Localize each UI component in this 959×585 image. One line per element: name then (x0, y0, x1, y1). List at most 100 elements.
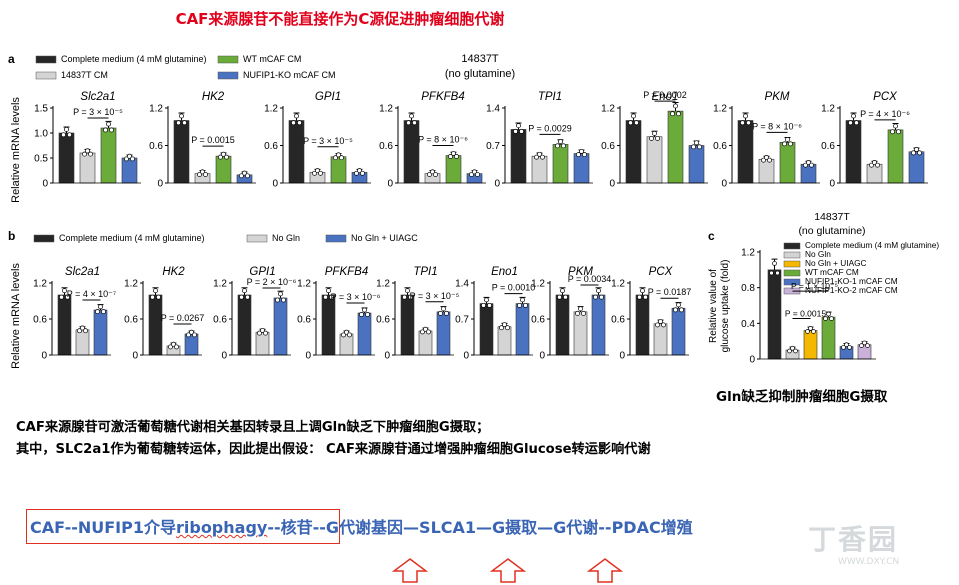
panel-a-pkm-data-point (788, 141, 793, 147)
panel-a-tpi1-data-point (558, 139, 563, 145)
panel-a-label: a (8, 52, 15, 66)
panel-a-pkm-ytick-label: 0 (721, 179, 727, 190)
panel-b-tpi1-data-point (444, 310, 449, 316)
panel-a-pfkfb4-data-point (433, 172, 438, 177)
panel-c-ytick-label: 0.8 (741, 283, 755, 294)
panel-b-tpi1-pvalue: P = 3 × 10⁻⁵ (410, 291, 460, 301)
panel-a-slc2a1-data-point (109, 127, 114, 133)
slide-title: CAF来源腺苷不能直接作为C源促进肿瘤细胞代谢 (175, 10, 505, 28)
panel-c-bar (821, 316, 836, 360)
panel-a-hk2-bar (173, 120, 190, 184)
panel-a-gpi1-bar (288, 120, 305, 184)
panel-c-data-point (865, 343, 870, 348)
panel-b-pkm-data-point (593, 294, 598, 300)
panel-b-pfkfb4-data-point (326, 288, 331, 294)
caption-block: CAF来源腺苷可激活葡萄糖代谢相关基因转录且上调Gln缺乏下肿瘤细胞G摄取； 其… (16, 417, 946, 461)
panel-a-pkm-ytick-label: 0.6 (713, 141, 727, 152)
panel-a-hk2-data-point (197, 172, 202, 177)
panel-a-eno1-data-point (628, 120, 633, 126)
panel-b-pcx-data-point (655, 322, 660, 328)
panel-a-eno1-data-point (676, 111, 681, 117)
panel-a-pkm-pvalue: P = 8 × 10⁻⁶ (752, 121, 802, 131)
panel-a-condition-title: 14837T (461, 53, 499, 65)
panel-b-slc2a1-ytick-label: 0 (41, 351, 47, 362)
flow-boxed-start: CAF--NUFIP1介导 (30, 518, 176, 537)
panel-b-hk2-data-point (186, 332, 191, 338)
panel-b-eno1-ytick-label: 0 (463, 351, 469, 362)
panel-a-tpi1-pvalue: P = 0.0029 (528, 123, 572, 133)
panel-a-slc2a1-data-point (88, 151, 93, 157)
panel-a-pcx-data-point (851, 113, 856, 119)
panel-a-hk2-data-point (176, 120, 181, 126)
panel-b-hk2-data-point (171, 341, 176, 347)
panel-b-legend-label: No Gln + UIAGC (351, 233, 418, 243)
flow-rest: --G代谢基因—SLCA1—G摄取—G代谢--PDAC增殖 (312, 518, 693, 537)
panel-a-pfkfb4-data-point (469, 172, 474, 177)
panel-a-eno1-ytick-label: 0 (609, 179, 615, 190)
panel-a-gpi1-bar (330, 156, 347, 184)
panel-c-data-point (859, 343, 864, 348)
panel-a-hk2-data-point (242, 170, 247, 176)
panel-b-legend-label: No Gln (272, 233, 300, 243)
panel-b-pcx-ytick-label: 0 (619, 351, 625, 362)
panel-c-legend-swatch (783, 242, 801, 250)
panel-b-pcx-data-point (676, 302, 681, 308)
flow-highlight-box (26, 509, 340, 544)
panel-a-tpi1-data-point (519, 128, 524, 134)
panel-a-pkm-data-point (764, 154, 769, 160)
panel-a-eno1-data-point (691, 144, 696, 150)
panel-a-pfkfb4-data-point (475, 172, 480, 177)
panel-a-pfkfb4-data-point (454, 154, 459, 159)
panel-b-label: b (8, 229, 15, 243)
panel-c-data-point (862, 340, 867, 346)
panel-a-gpi1-ytick-label: 0.6 (264, 141, 278, 152)
panel-a-pkm-data-point (782, 141, 787, 147)
caption-line-1: CAF来源腺苷可激活葡萄糖代谢相关基因转录且上调Gln缺乏下肿瘤细胞G摄取； (16, 420, 490, 435)
panel-c-data-point (790, 345, 795, 351)
panel-b-pcx-data-point (637, 294, 642, 300)
panel-a-pfkfb4-bar (445, 155, 462, 184)
panel-b-hk2-pvalue: P = 0.0267 (161, 313, 205, 323)
panel-b-gpi1-data-point (257, 330, 262, 336)
panel-b-pcx-data-point (673, 307, 678, 313)
panel-a-legend-swatch (217, 71, 239, 80)
panel-a-pcx-data-point (872, 159, 877, 165)
panel-a-tpi1-data-point (513, 128, 518, 134)
panel-a-eno1-bar (688, 145, 705, 184)
figure-panels: a Complete medium (4 mM glutamine) WT mCAF… (8, 52, 939, 369)
panel-b-pcx-data-point (640, 288, 645, 294)
panel-c-data-point (823, 316, 828, 321)
panel-c-data-point (805, 329, 810, 334)
panel-a-eno1-data-point (673, 103, 678, 109)
panel-a-slc2a1-data-point (106, 121, 111, 127)
panel-b-tpi1-data-point (423, 326, 428, 332)
panel-a-tpi1-bar (510, 129, 527, 184)
panel-a-pfkfb4-data-point (430, 169, 435, 175)
panel-a-eno1-bar (625, 120, 642, 184)
panel-a-pfkfb4-ytick-label: 1.2 (379, 104, 393, 115)
panel-a-pcx-gene-title: PCX (873, 91, 898, 103)
panel-b-legend-swatch (246, 234, 268, 243)
panel-c-condition-sub: (no glutamine) (798, 225, 865, 237)
panel-b-pkm-data-point (581, 310, 586, 316)
panel-a-pfkfb4-ytick-label: 0 (387, 179, 393, 190)
panel-a-hk2-ytick-label: 0.6 (149, 141, 163, 152)
panel-a-pkm-gene-title: PKM (765, 91, 790, 103)
panel-b-gpi1-data-point (278, 291, 283, 297)
panel-b-pfkfb4-bar (339, 333, 354, 356)
panel-a-slc2a1-bar (121, 157, 138, 184)
panel-a-eno1-bar (667, 110, 684, 184)
panel-b-pcx-ytick-label: 1.2 (611, 279, 625, 290)
panel-b-slc2a1-gene-title: Slc2a1 (65, 266, 100, 278)
panel-b-pfkfb4-data-point (359, 312, 364, 317)
panel-a-legend-label: NUFIP1-KO mCAF CM (243, 70, 336, 80)
panel-a-pcx-ytick-label: 0 (829, 179, 835, 190)
panel-a-pcx-data-point (848, 120, 853, 126)
panel-c-label: c (708, 229, 715, 243)
panel-b-gpi1-data-point (239, 294, 244, 300)
panel-b-hk2-data-point (168, 344, 173, 350)
panel-a-eno1-data-point (652, 130, 657, 136)
panel-a-eno1-pvalue: P = 0.0002 (643, 90, 687, 100)
panel-b-slc2a1-data-point (101, 309, 106, 315)
panel-a-slc2a1-bar (100, 127, 117, 184)
